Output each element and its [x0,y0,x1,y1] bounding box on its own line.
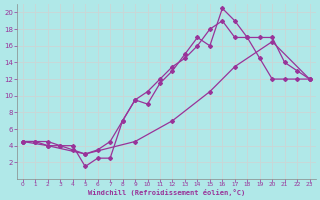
X-axis label: Windchill (Refroidissement éolien,°C): Windchill (Refroidissement éolien,°C) [88,189,245,196]
